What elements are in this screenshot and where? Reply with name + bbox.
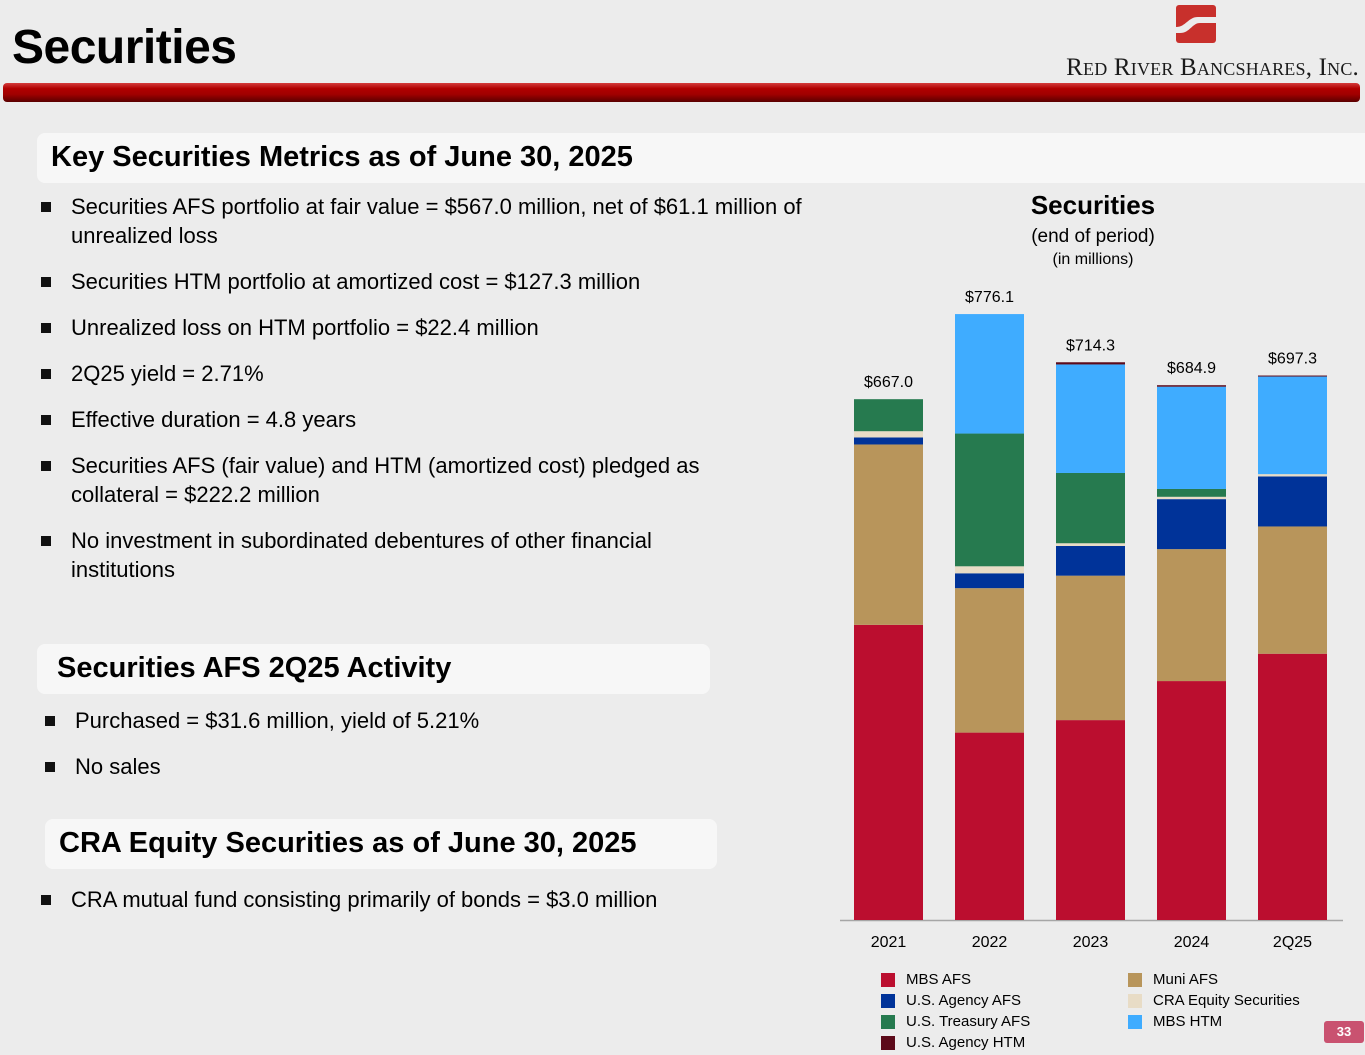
bar-segment-u-s-agency-afs-2024 (1157, 499, 1226, 550)
bar-segment-mbs-htm-2022 (955, 314, 1024, 434)
bullet-square-icon (41, 895, 51, 905)
bullet-square-icon (41, 461, 51, 471)
x-tick-label-2024: 2024 (1174, 934, 1210, 951)
legend-label: U.S. Agency AFS (906, 992, 1022, 1009)
legend-swatch (881, 973, 895, 987)
bullet-square-icon (41, 415, 51, 425)
bar-segment-u-s-agency-htm-2024 (1157, 385, 1226, 387)
list-item: Securities AFS (fair value) and HTM (amo… (38, 451, 771, 509)
bullet-square-icon (45, 762, 55, 772)
list-item: No sales (42, 752, 742, 781)
key-metrics-header: Key Securities Metrics as of June 30, 20… (37, 133, 1365, 183)
total-label-2022: $776.1 (965, 289, 1014, 306)
list-item: No investment in subordinated debentures… (38, 526, 661, 584)
bullet-square-icon (41, 277, 51, 287)
bar-segment-u-s-agency-afs-2023 (1056, 545, 1125, 576)
legend-label: U.S. Agency HTM (906, 1034, 1026, 1051)
bullet-square-icon (41, 202, 51, 212)
total-label-2024: $684.9 (1167, 360, 1216, 377)
legend-swatch (1128, 994, 1142, 1008)
legend-label: MBS HTM (1153, 1013, 1223, 1030)
bar-segment-u-s-treasury-afs-2022 (955, 433, 1024, 567)
bar-segment-u-s-treasury-afs-2021 (854, 399, 923, 432)
bullet-square-icon (41, 536, 51, 546)
page-number-badge: 33 (1324, 1021, 1364, 1043)
legend-label: Muni AFS (1153, 971, 1219, 988)
bullet-square-icon (41, 323, 51, 333)
legend-swatch (881, 994, 895, 1008)
bar-segment-u-s-agency-afs-2q25 (1258, 476, 1327, 527)
x-tick-label-2023: 2023 (1073, 934, 1109, 951)
bar-segment-u-s-agency-afs-2021 (854, 437, 923, 445)
legend-swatch (881, 1015, 895, 1029)
bar-segment-cra-equity-securities-2023 (1056, 543, 1125, 546)
bar-segment-cra-equity-securities-2022 (955, 566, 1024, 574)
bullet-square-icon (41, 369, 51, 379)
bar-segment-muni-afs-2022 (955, 588, 1024, 733)
list-item: Securities AFS portfolio at fair value =… (38, 192, 858, 250)
key-metrics-title: Key Securities Metrics as of June 30, 20… (51, 141, 633, 173)
list-item: Effective duration = 4.8 years (38, 405, 858, 434)
list-item: Purchased = $31.6 million, yield of 5.21… (42, 706, 742, 735)
bar-segment-muni-afs-2q25 (1258, 526, 1327, 654)
chart-units: (in millions) (1052, 251, 1134, 268)
bullet-square-icon (45, 716, 55, 726)
list-item: Securities HTM portfolio at amortized co… (38, 267, 858, 296)
bar-segment-u-s-treasury-afs-2023 (1056, 472, 1125, 544)
title-rule (3, 83, 1360, 102)
total-label-2021: $667.0 (864, 374, 913, 391)
afs-activity-list: Purchased = $31.6 million, yield of 5.21… (42, 706, 742, 798)
x-tick-label-2021: 2021 (871, 934, 907, 951)
legend-label: U.S. Treasury AFS (906, 1013, 1031, 1030)
bar-segment-u-s-agency-afs-2022 (955, 573, 1024, 589)
total-label-2q25: $697.3 (1268, 351, 1317, 368)
key-metrics-list: Securities AFS portfolio at fair value =… (38, 192, 858, 601)
legend-swatch (1128, 1015, 1142, 1029)
bar-segment-mbs-afs-2q25 (1258, 653, 1327, 920)
total-label-2023: $714.3 (1066, 337, 1115, 354)
red-river-logo-icon (1176, 5, 1216, 43)
bar-segment-cra-equity-securities-2024 (1157, 496, 1226, 500)
bar-segment-mbs-afs-2024 (1157, 681, 1226, 920)
company-name: Red River Bancshares, Inc. (1066, 54, 1359, 81)
chart-title: Securities (1030, 190, 1156, 220)
bar-segment-mbs-afs-2023 (1056, 720, 1125, 920)
legend-swatch (881, 1036, 895, 1050)
afs-activity-title: Securities AFS 2Q25 Activity (57, 652, 452, 684)
bar-segment-mbs-htm-2q25 (1258, 376, 1327, 475)
bar-segment-mbs-htm-2023 (1056, 364, 1125, 473)
legend-label: MBS AFS (906, 971, 972, 988)
chart-subtitle: (end of period) (1031, 226, 1155, 247)
bar-segment-mbs-htm-2024 (1157, 386, 1226, 489)
cra-equity-header: CRA Equity Securities as of June 30, 202… (45, 819, 717, 869)
bar-segment-u-s-agency-htm-2023 (1056, 362, 1125, 365)
bar-segment-u-s-agency-htm-2q25 (1258, 375, 1327, 377)
list-item: 2Q25 yield = 2.71% (38, 359, 858, 388)
page-title: Securities (12, 21, 237, 74)
list-item: CRA mutual fund consisting primarily of … (38, 885, 758, 914)
legend-swatch (1128, 973, 1142, 987)
bar-segment-u-s-treasury-afs-2024 (1157, 488, 1226, 497)
cra-equity-title: CRA Equity Securities as of June 30, 202… (59, 827, 637, 859)
bar-segment-mbs-afs-2021 (854, 624, 923, 920)
bar-segment-muni-afs-2023 (1056, 575, 1125, 721)
bar-segment-muni-afs-2021 (854, 444, 923, 625)
afs-activity-header: Securities AFS 2Q25 Activity (37, 644, 710, 694)
bar-segment-cra-equity-securities-2021 (854, 431, 923, 438)
x-tick-label-2022: 2022 (972, 934, 1008, 951)
legend-label: CRA Equity Securities (1153, 992, 1300, 1009)
x-tick-label-2q25: 2Q25 (1273, 934, 1312, 951)
bar-segment-mbs-afs-2022 (955, 732, 1024, 920)
bar-segment-cra-equity-securities-2q25 (1258, 474, 1327, 477)
cra-equity-list: CRA mutual fund consisting primarily of … (38, 885, 758, 931)
bar-segment-muni-afs-2024 (1157, 549, 1226, 682)
list-item: Unrealized loss on HTM portfolio = $22.4… (38, 313, 858, 342)
